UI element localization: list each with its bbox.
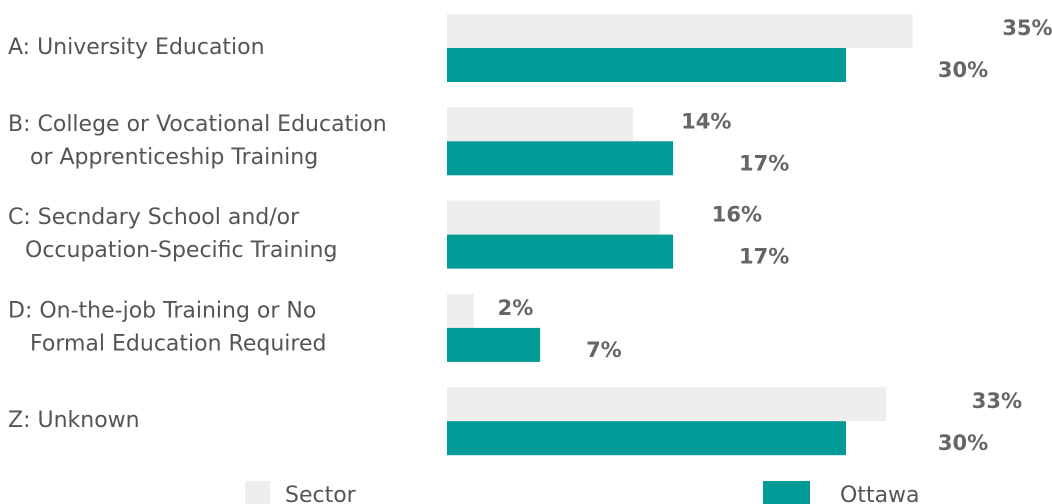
category-label: Formal Education Required bbox=[30, 331, 326, 356]
value-label: 30% bbox=[938, 58, 988, 82]
bar bbox=[447, 387, 886, 422]
bar bbox=[447, 234, 674, 269]
value-label: 2% bbox=[498, 296, 534, 320]
category-label: A: University Education bbox=[8, 35, 265, 60]
bar bbox=[447, 48, 846, 82]
category-label: C: Secndary School and/or bbox=[8, 205, 300, 230]
legend-swatch bbox=[245, 481, 270, 504]
value-label: 33% bbox=[972, 389, 1022, 413]
value-label: 17% bbox=[739, 245, 789, 269]
value-label: 16% bbox=[712, 203, 762, 227]
value-label: 35% bbox=[1002, 16, 1052, 40]
legend-swatch bbox=[763, 481, 810, 504]
legend-label: Sector bbox=[285, 483, 357, 504]
bar bbox=[447, 293, 474, 328]
bar bbox=[447, 141, 674, 176]
category-label: D: On-the-job Training or No bbox=[8, 298, 316, 323]
value-label: 7% bbox=[586, 338, 622, 362]
category-label: or Apprenticeship Training bbox=[30, 145, 318, 170]
category-label: Occupation-Specific Training bbox=[25, 238, 337, 263]
category-label: B: College or Vocational Education bbox=[8, 112, 387, 137]
value-label: 30% bbox=[938, 431, 988, 455]
value-label: 17% bbox=[739, 151, 789, 175]
bar bbox=[447, 107, 634, 142]
category-label: Z: Unknown bbox=[8, 408, 140, 433]
bar bbox=[447, 14, 913, 48]
bar bbox=[447, 421, 846, 456]
legend-label: Ottawa bbox=[840, 483, 920, 504]
bar bbox=[447, 327, 541, 362]
value-label: 14% bbox=[681, 109, 731, 133]
bar bbox=[447, 200, 660, 235]
